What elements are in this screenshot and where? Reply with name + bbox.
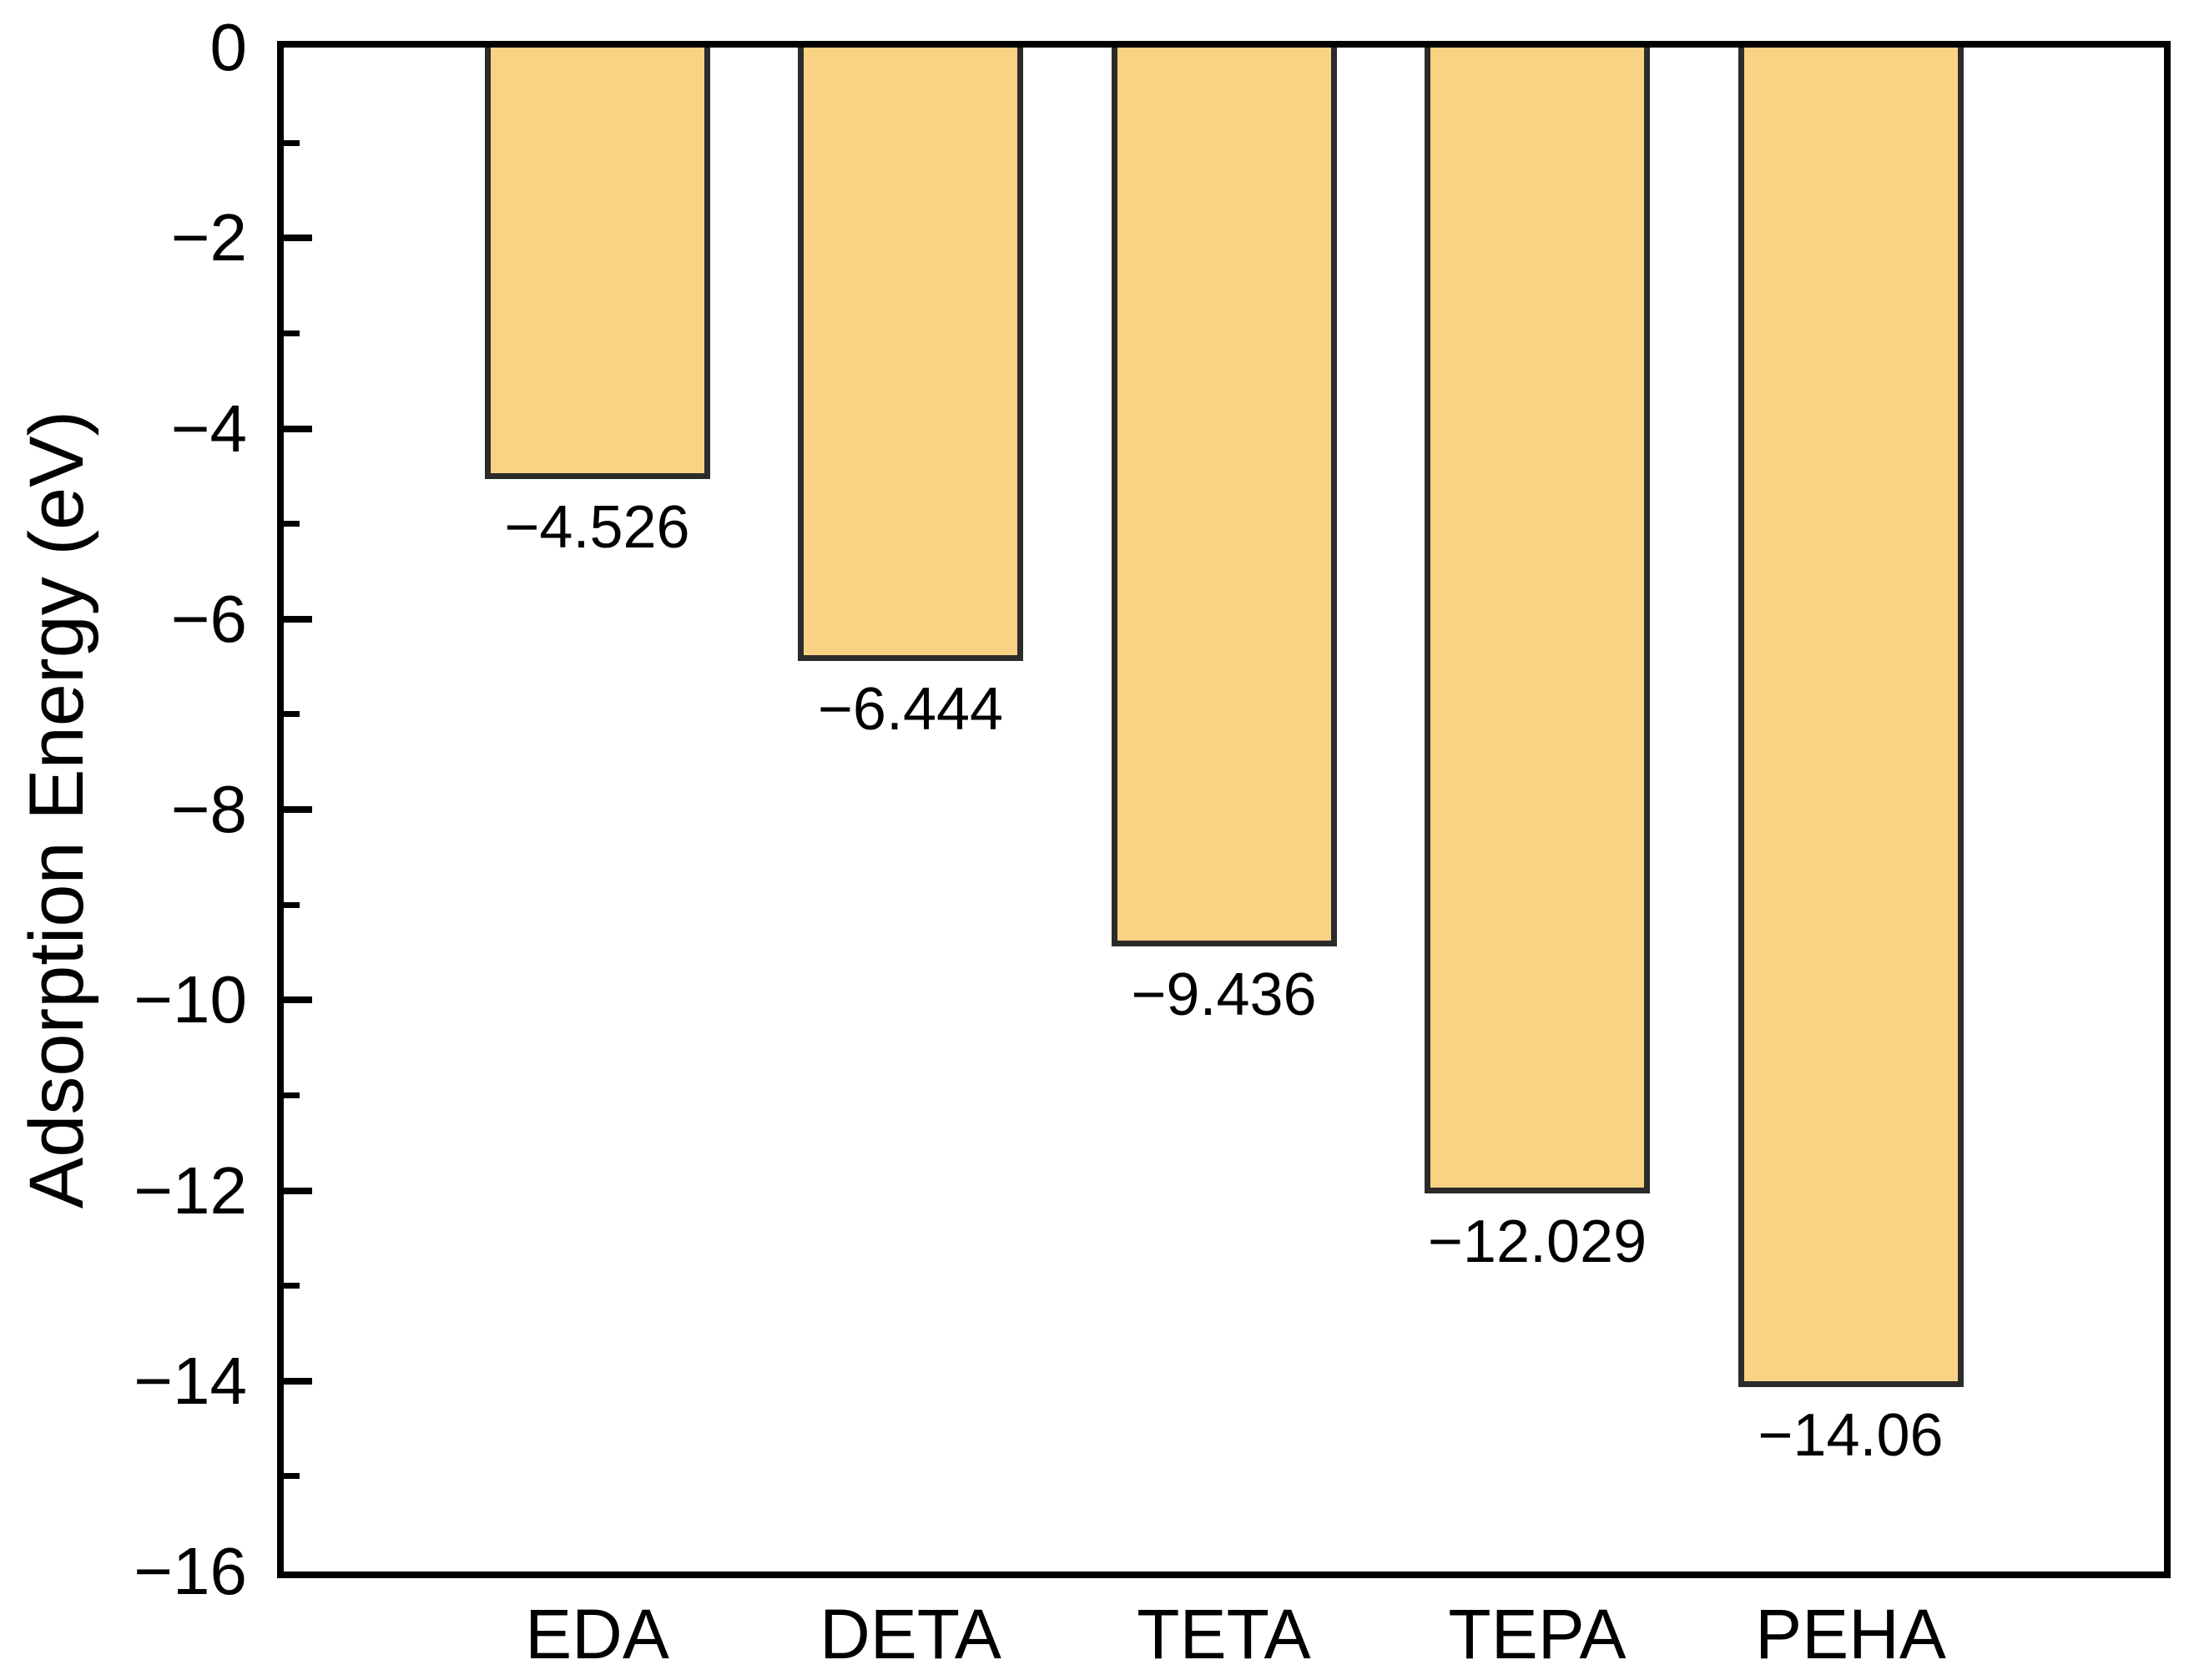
y-minor-tick	[284, 330, 300, 336]
y-tick-label: −10	[134, 962, 247, 1037]
x-tick-label-eda: EDA	[525, 1595, 669, 1673]
y-major-tick	[284, 1187, 312, 1194]
bar-teta	[1111, 48, 1337, 946]
bar-value-label: −14.06	[1758, 1401, 1944, 1469]
x-tick-label-deta: DETA	[820, 1595, 1001, 1673]
bar-deta	[798, 48, 1023, 662]
y-tick-label: −6	[170, 581, 247, 656]
y-tick-label: 0	[209, 10, 248, 84]
bar-value-label: −4.526	[504, 493, 690, 561]
plot-area: −4.526 −6.444 −9.436 −12.029 −14.06	[277, 41, 2171, 1578]
y-tick-label: −8	[170, 772, 247, 846]
y-tick-label: −16	[134, 1534, 247, 1608]
y-major-tick	[284, 806, 312, 813]
y-tick-label: −4	[170, 391, 247, 466]
y-minor-tick	[284, 1473, 300, 1480]
bar-eda	[484, 48, 710, 479]
y-tick-label: −12	[134, 1153, 247, 1228]
bar-value-label: −9.436	[1131, 961, 1317, 1028]
bar-peha	[1738, 48, 1964, 1387]
bar-tepa	[1425, 48, 1650, 1193]
y-tick-label: −14	[134, 1343, 247, 1418]
x-tick-label-teta: TETA	[1137, 1595, 1311, 1673]
x-tick-label-tepa: TEPA	[1448, 1595, 1627, 1673]
y-major-tick	[284, 615, 312, 623]
y-major-tick	[284, 996, 312, 1004]
y-major-tick	[284, 235, 312, 242]
bar-value-label: −12.029	[1427, 1208, 1647, 1275]
x-tick-label-peha: PEHA	[1755, 1595, 1946, 1673]
y-minor-tick	[284, 711, 300, 718]
y-minor-tick	[284, 901, 300, 908]
y-minor-tick	[284, 521, 300, 527]
y-minor-tick	[284, 1283, 300, 1289]
y-minor-tick	[284, 1092, 300, 1098]
y-minor-tick	[284, 139, 300, 146]
y-major-tick	[284, 425, 312, 432]
y-tick-label: −2	[170, 200, 247, 275]
y-major-tick	[284, 1377, 312, 1385]
bar-value-label: −6.444	[817, 676, 1004, 744]
